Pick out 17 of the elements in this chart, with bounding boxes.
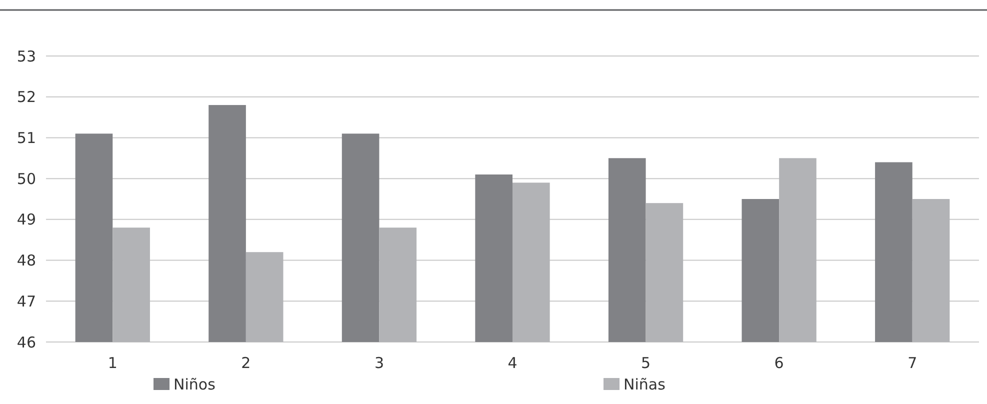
x-tick-label: 3 bbox=[374, 354, 384, 372]
y-tick-label: 50 bbox=[16, 170, 36, 188]
x-tick-label: 7 bbox=[908, 354, 918, 372]
x-tick-label: 6 bbox=[774, 354, 784, 372]
y-tick-label: 48 bbox=[16, 252, 36, 270]
x-tick-label: 2 bbox=[241, 354, 251, 372]
y-tick-label: 51 bbox=[16, 128, 36, 147]
y-tick-label: 47 bbox=[16, 292, 36, 310]
x-tick-label: 5 bbox=[641, 354, 651, 372]
x-tick-label: 4 bbox=[508, 354, 518, 372]
y-tick-label: 46 bbox=[16, 333, 36, 352]
legend-label: Niñas bbox=[624, 375, 666, 394]
legend-label: Niños bbox=[174, 375, 216, 394]
y-tick-label: 49 bbox=[16, 210, 36, 229]
x-tick-label: 1 bbox=[108, 354, 118, 372]
y-tick-label: 52 bbox=[16, 88, 36, 106]
y-tick-label: 53 bbox=[16, 47, 36, 66]
